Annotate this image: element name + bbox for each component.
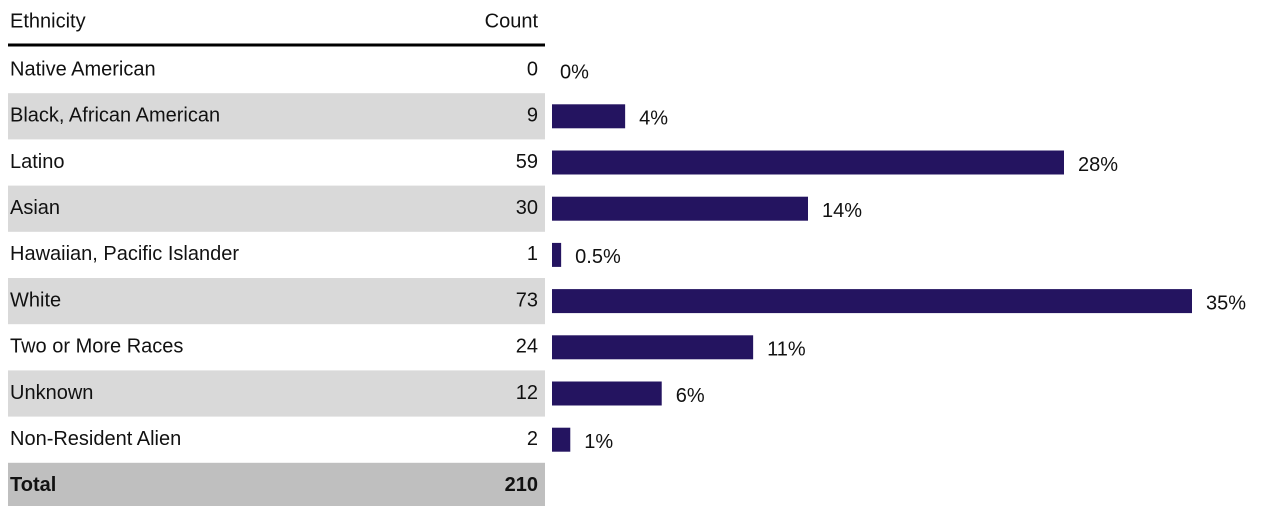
row-band	[8, 185, 545, 232]
row-count: 59	[516, 151, 538, 173]
bar-label: 35%	[1206, 292, 1246, 314]
bar-label: 28%	[1078, 154, 1118, 176]
row-count: 9	[527, 105, 538, 127]
bar	[552, 104, 626, 129]
bar-label: 14%	[822, 200, 862, 222]
bar	[552, 289, 1192, 314]
row-label: Native American	[10, 58, 156, 80]
bar	[552, 427, 571, 452]
row-count: 1	[527, 243, 538, 265]
bar	[552, 150, 1064, 175]
row-count: 12	[516, 382, 538, 404]
row-band	[8, 93, 545, 140]
bar-label: 0%	[560, 61, 589, 83]
header-count: Count	[485, 10, 539, 32]
bar-label: 0.5%	[575, 246, 621, 268]
row-band	[8, 278, 545, 325]
bar	[552, 381, 662, 406]
row-label: Two or More Races	[10, 336, 183, 358]
header-ethnicity: Ethnicity	[10, 10, 86, 32]
row-label: Asian	[10, 197, 60, 219]
row-label: Latino	[10, 151, 65, 173]
bar-label: 6%	[676, 385, 705, 407]
total-label: Total	[10, 474, 56, 496]
bar	[552, 196, 808, 221]
bar-label: 11%	[767, 339, 806, 361]
row-label: Non-Resident Alien	[10, 428, 181, 450]
bar-label: 4%	[639, 108, 668, 130]
row-label: Hawaiian, Pacific Islander	[10, 243, 239, 265]
total-count: 210	[505, 474, 538, 496]
row-count: 2	[527, 428, 538, 450]
row-label: Black, African American	[10, 105, 220, 127]
total-band	[8, 462, 545, 506]
row-label: Unknown	[10, 382, 93, 404]
row-count: 24	[516, 336, 538, 358]
bar-label: 1%	[584, 431, 613, 453]
row-count: 0	[527, 58, 538, 80]
row-count: 73	[516, 289, 538, 311]
bar	[552, 242, 562, 267]
row-band	[8, 370, 545, 417]
bar	[552, 335, 754, 360]
row-count: 30	[516, 197, 538, 219]
row-label: White	[10, 289, 61, 311]
